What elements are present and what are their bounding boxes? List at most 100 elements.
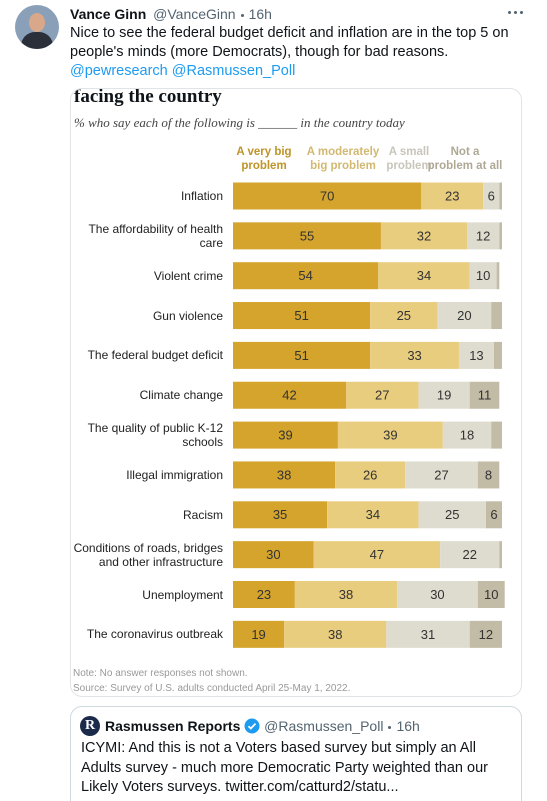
value-label: 51 [294,348,308,363]
verified-badge [244,718,260,734]
chart-note: Note: No answer responses not shown. [73,668,248,679]
bar-segment [499,541,502,569]
author-name[interactable]: Vance Ginn [70,6,147,22]
bar-segment [477,581,505,608]
bar-segment [233,620,285,648]
quote-logo: R [80,716,100,736]
tweet-body: Nice to see the federal budget deficit a… [70,25,509,60]
bars: 70 23 6 55 32 12 54 34 10 51 25 20 51 33 13 42 27 19 11 39 3… [233,182,505,648]
value-label: 25 [445,507,459,522]
bar-segment [233,381,346,409]
value-label: 39 [278,428,292,443]
bar-segment [337,421,443,449]
value-label: 55 [300,228,314,243]
bar-segment [467,222,500,250]
category-label: The federal budget deficit [87,348,223,363]
value-label: 39 [383,428,397,443]
avatar[interactable] [15,5,59,49]
bar-segment [233,341,371,369]
category-label: Climate change [139,388,223,403]
bar-segment [499,182,502,210]
mention[interactable]: @Rasmussen_Poll [171,63,296,79]
value-label: 33 [407,348,421,363]
tweet-time[interactable]: 16h [248,6,272,22]
bar-segment [335,461,406,489]
category-label: The affordability of health care [88,221,223,250]
value-label: 11 [478,388,492,403]
value-label: 27 [434,467,448,482]
bar-segment [483,182,500,210]
value-label: 70 [320,188,334,203]
bar-segment [233,262,379,290]
value-label: 22 [462,547,476,562]
more-menu[interactable] [508,11,524,15]
bar-segment [233,461,336,489]
quote-text: ICYMI: And this is not a Voters based su… [81,740,488,795]
bar-segment [345,381,419,409]
category-label: Gun violence [152,308,223,323]
mention[interactable]: @pewresearch [70,63,168,79]
value-label: 30 [266,547,280,562]
value-label: 34 [366,507,380,522]
value-label: 26 [363,467,377,482]
bar-segment [233,222,381,250]
bar-segment [233,501,328,529]
value-label: 38 [328,627,342,642]
author-handle[interactable]: @VanceGinn [153,6,236,22]
value-label: 10 [476,268,490,283]
tweet-text: Nice to see the federal budget deficit a… [70,24,532,81]
bar-segment [442,421,492,449]
tweet-header: Vance Ginn @VanceGinn 16h [70,5,272,23]
separator [388,725,392,729]
quote-time: 16h [396,718,420,734]
bar-segment [233,541,314,569]
chart-source: Source: Survey of U.S. adults conducted … [73,683,351,694]
category-label: Inflation [180,189,223,203]
bar-segment [437,302,492,330]
bar-segment [397,581,478,608]
value-label: 12 [476,228,490,243]
bar-segment [386,620,470,648]
bar-segment [418,381,470,409]
value-label: 51 [294,308,308,323]
bar-segment [477,461,500,489]
value-label: 47 [370,547,384,562]
value-label: 38 [339,587,353,602]
value-label: 34 [417,268,431,283]
chart-subtitle: % who say each of the following is _____… [74,115,405,130]
value-label: 18 [460,428,474,443]
category-label: The coronavirus outbreak [86,627,223,642]
bar-segment [370,302,438,330]
value-label: 13 [469,348,483,363]
bar-segment [469,262,497,290]
bar-segment [469,620,502,648]
bar-segment [378,262,470,290]
bar-segment [405,461,478,489]
value-label: 32 [417,228,431,243]
value-label: 23 [445,188,459,203]
bar-segment [421,182,484,210]
value-label: 12 [479,627,493,642]
value-label: 8 [485,467,492,482]
bar-segment [294,581,398,608]
value-label: 31 [421,627,435,642]
chart-card[interactable]: facing the country % who say each of the… [70,88,522,697]
value-label: 54 [298,268,312,283]
value-label: 25 [397,308,411,323]
bar-segment [284,620,387,648]
value-label: 38 [277,467,291,482]
bar-segment [380,222,468,250]
quote-name: Rasmussen Reports [105,718,241,734]
quote-header: Rasmussen Reports @Rasmussen_Poll 16h [105,718,420,734]
category-label: The quality of public K-12 schools [87,421,223,450]
value-label: 30 [430,587,444,602]
category-label: Conditions of roads, bridges and other i… [73,540,223,569]
chart-area: 70 23 6 55 32 12 54 34 10 51 25 20 51 33 13 42 27 19 11 39 3… [71,89,521,696]
bar-segment [491,302,502,330]
legend-label: A very big problem [236,146,292,172]
value-label: 19 [437,388,451,403]
value-label: 23 [257,587,271,602]
bar-segment [469,381,500,409]
quote-tweet[interactable]: R Rasmussen Reports @Rasmussen_Poll 16h I… [70,706,522,801]
